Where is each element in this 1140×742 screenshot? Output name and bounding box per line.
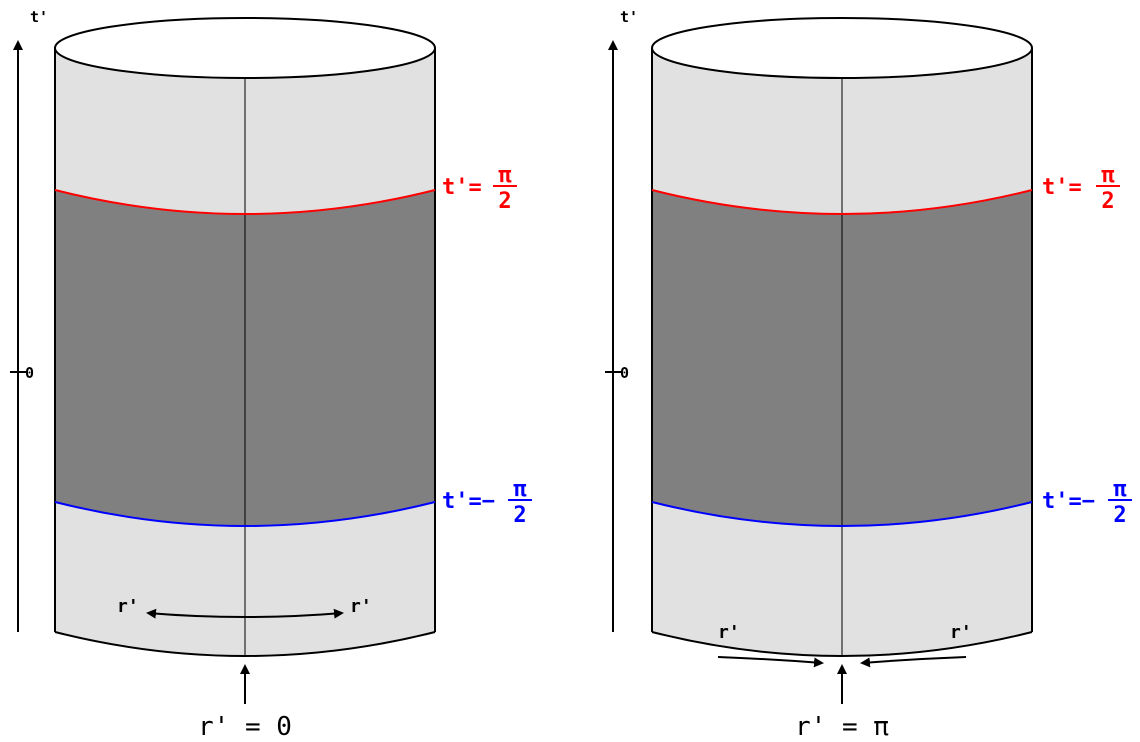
right-lower-label-prefix: t'=− — [1042, 489, 1095, 514]
left-zero-label: 0 — [25, 364, 34, 382]
right-lower-frac-num: π — [1113, 477, 1127, 502]
left-r-arrow-left — [146, 608, 246, 619]
right-cylinder-top-ellipse — [651, 17, 1033, 79]
left-time-axis-label: t' — [30, 8, 48, 26]
left-panel: t' 0 t'= π 2 t'=− π 2 r' — [10, 8, 532, 742]
left-cylinder-top-ellipse — [54, 17, 436, 79]
right-lower-boundary-blue — [651, 501, 1033, 527]
left-upper-frac-den: 2 — [498, 189, 511, 214]
left-lower-boundary-label: t'=− π 2 — [442, 477, 532, 528]
left-lower-label-prefix: t'=− — [442, 489, 495, 514]
right-upper-frac-num: π — [1101, 163, 1115, 188]
left-r-arrow-right — [244, 608, 344, 619]
right-upper-frac-den: 2 — [1101, 189, 1114, 214]
right-panel: t' 0 t'= π 2 t'=− π 2 r' — [605, 8, 1132, 742]
left-upper-frac-num: π — [498, 163, 512, 188]
left-upper-boundary-red — [54, 189, 436, 215]
right-upper-boundary-label: t'= π 2 — [1042, 163, 1120, 214]
left-upper-label-prefix: t'= — [442, 175, 482, 200]
left-r-label-right: r' — [350, 596, 372, 617]
right-upper-label-prefix: t'= — [1042, 175, 1082, 200]
right-r-label-left: r' — [718, 622, 740, 643]
right-lower-frac-den: 2 — [1113, 503, 1126, 528]
left-lower-frac-den: 2 — [513, 503, 526, 528]
right-r-arrow-right — [860, 656, 967, 668]
left-lower-frac-num: π — [513, 477, 527, 502]
right-r-arrow-left — [717, 656, 824, 668]
right-bottom-label: r' = π — [795, 712, 889, 742]
right-lower-boundary-label: t'=− π 2 — [1042, 477, 1132, 528]
right-r-label-right: r' — [950, 622, 972, 643]
right-time-axis-label: t' — [620, 8, 638, 26]
left-upper-boundary-label: t'= π 2 — [442, 163, 517, 214]
right-zero-label: 0 — [620, 364, 629, 382]
left-lower-boundary-blue — [54, 501, 436, 527]
right-upper-boundary-red — [651, 189, 1033, 215]
left-bottom-label: r' = 0 — [198, 712, 292, 742]
left-r-label-left: r' — [117, 596, 139, 617]
